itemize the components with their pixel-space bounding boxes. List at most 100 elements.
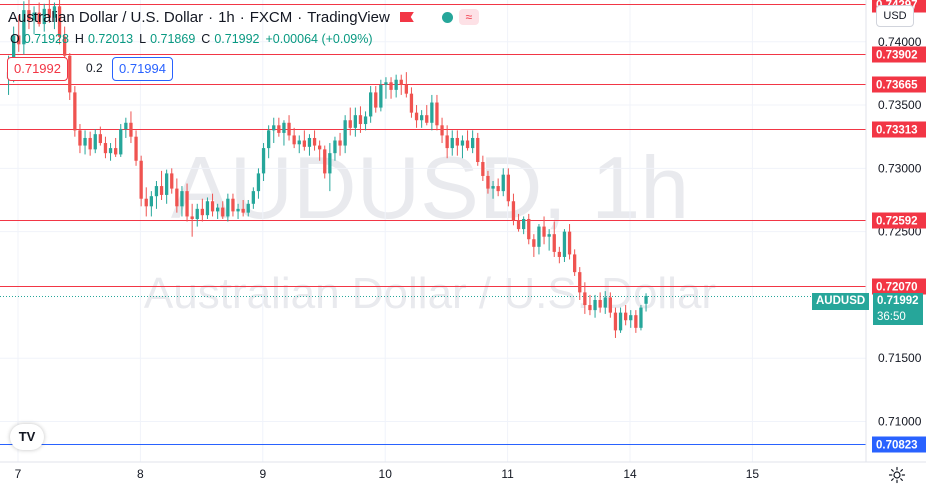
- candle-body: [114, 148, 118, 155]
- tradingview-logo[interactable]: TV: [10, 424, 44, 450]
- candle-body: [460, 140, 465, 146]
- candle: [27, 0, 31, 30]
- candle-body: [511, 201, 516, 221]
- candle-body: [481, 162, 485, 176]
- candle: [567, 224, 572, 260]
- candle-body: [323, 149, 327, 174]
- candle: [68, 53, 72, 100]
- candle-body: [73, 92, 77, 131]
- horizontal-line-tag: [872, 76, 926, 93]
- bar-countdown: 36:50: [877, 311, 906, 323]
- candle-body: [369, 92, 373, 117]
- candle-body: [358, 115, 363, 125]
- candle: [374, 86, 378, 113]
- candle: [88, 131, 92, 156]
- candle-body: [37, 12, 41, 25]
- low-label: L: [139, 32, 147, 46]
- candle-body: [603, 297, 607, 308]
- candle: [522, 216, 526, 235]
- candle: [511, 193, 516, 226]
- chart-legend-header[interactable]: Australian Dollar / U.S. Dollar · 1h · F…: [8, 5, 479, 29]
- candle: [236, 203, 240, 219]
- price-tick-label: 0.71500: [878, 351, 922, 365]
- candle-body: [83, 137, 87, 146]
- candle-body: [537, 226, 541, 247]
- horizontal-line-price: 0.72592: [876, 216, 918, 228]
- candle-body: [471, 137, 475, 149]
- candle: [246, 199, 250, 217]
- candle: [588, 294, 592, 316]
- candle-body: [246, 203, 250, 213]
- price-axis[interactable]: 0.740000.735000.730000.725000.715000.710…: [878, 35, 922, 429]
- candle-body: [389, 82, 393, 90]
- time-axis[interactable]: 7 8 9 10 11 14 15: [15, 467, 760, 481]
- candle: [583, 282, 587, 314]
- horizontal-line-price: 0.73313: [876, 125, 918, 137]
- time-tick-label: 8: [137, 467, 144, 481]
- candle: [486, 170, 490, 194]
- candle: [93, 129, 97, 154]
- candle: [471, 130, 475, 154]
- candle: [343, 115, 347, 154]
- candle: [83, 130, 87, 155]
- candle: [618, 307, 623, 333]
- candle-body: [404, 84, 408, 94]
- time-tick-label: 7: [15, 467, 22, 481]
- candle: [578, 267, 582, 300]
- candle: [399, 74, 403, 95]
- candle: [302, 130, 306, 151]
- candle: [384, 77, 388, 99]
- candle-body: [129, 122, 133, 137]
- horizontal-line-tag: [872, 436, 926, 453]
- candle: [476, 132, 480, 166]
- approx-icon[interactable]: ≈: [458, 9, 479, 25]
- candle: [272, 117, 276, 144]
- buy-button[interactable]: 0.71994: [112, 57, 173, 81]
- candle-body: [618, 312, 623, 331]
- candle-body: [292, 135, 296, 145]
- sell-button[interactable]: 0.71992: [7, 57, 68, 81]
- flag-icon[interactable]: [399, 12, 414, 22]
- gear-icon[interactable]: [888, 466, 906, 484]
- horizontal-line-tag: [872, 121, 926, 138]
- horizontal-lines[interactable]: [0, 4, 866, 445]
- candle-body: [338, 140, 342, 146]
- candle: [420, 110, 424, 128]
- candle: [318, 140, 322, 161]
- candle-body: [567, 231, 572, 255]
- last-price-value: 0.71992: [877, 295, 919, 307]
- currency-selector[interactable]: USD: [876, 5, 914, 27]
- time-tick-label: 15: [746, 467, 760, 481]
- candle: [42, 3, 46, 32]
- candle-body: [22, 10, 26, 45]
- change-value: +0.00064 (+0.09%): [265, 32, 373, 46]
- horizontal-line-price: 0.72070: [876, 282, 918, 294]
- candle: [414, 105, 419, 128]
- price-tick-label: 0.71000: [878, 414, 922, 428]
- watermark-symbol-text: AUDUSD, 1h: [171, 138, 689, 237]
- last-price-tag: 0.71992 36:50: [873, 293, 923, 325]
- interval-label[interactable]: 1h: [218, 8, 235, 26]
- candle-body: [42, 8, 46, 25]
- candle-body: [476, 137, 480, 163]
- candlestick-series: [6, 0, 648, 338]
- symbol-description[interactable]: Australian Dollar / U.S. Dollar: [8, 8, 204, 26]
- price-grid: [0, 0, 866, 462]
- horizontal-line-tag: [872, 278, 926, 295]
- candle-body: [144, 198, 148, 207]
- candle: [17, 15, 21, 52]
- candle-body: [124, 122, 128, 130]
- price-axis-tags: 0.742970.739020.736650.733130.725920.720…: [872, 0, 926, 453]
- candle-body: [348, 120, 352, 128]
- candle-body: [552, 234, 556, 252]
- market-open-icon: [441, 11, 453, 23]
- separator-dot: ·: [208, 8, 214, 26]
- high-label: H: [74, 32, 84, 46]
- candle-body: [532, 239, 536, 247]
- candle-body: [501, 174, 505, 192]
- price-tick-label: 0.73000: [878, 161, 922, 175]
- candle-body: [353, 115, 357, 128]
- candle: [103, 136, 108, 159]
- candle-body: [629, 315, 633, 321]
